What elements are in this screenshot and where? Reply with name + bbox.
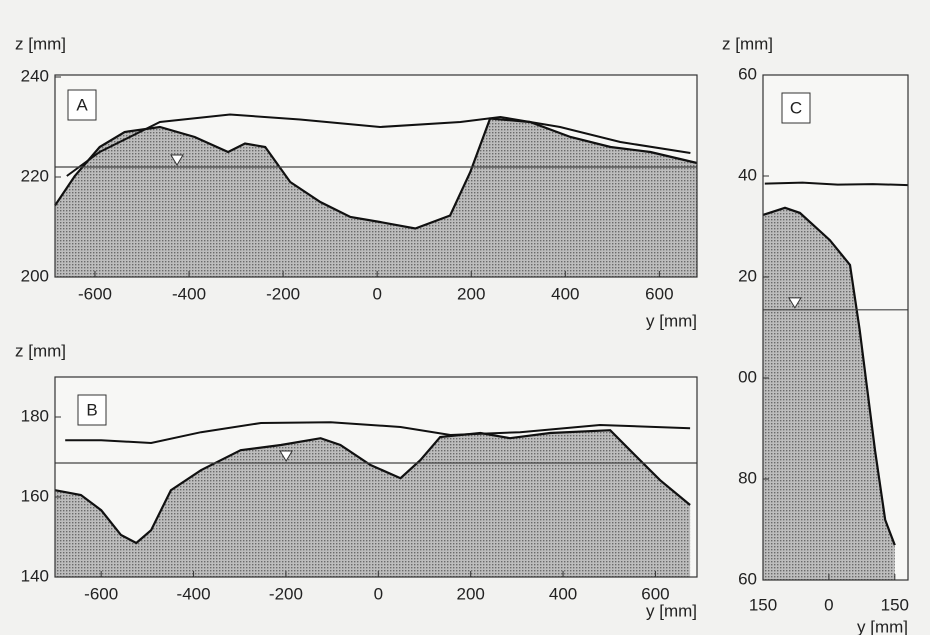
x-tick-label: -400 xyxy=(177,584,211,603)
y-tick-label: 20 xyxy=(738,266,757,285)
panel-box xyxy=(77,394,107,426)
x-tick-label: 0 xyxy=(824,595,833,614)
y-tick-label: 180 xyxy=(21,406,49,425)
y-tick-label: 240 xyxy=(21,66,49,85)
x-tick-label: 400 xyxy=(549,584,577,603)
x-axis-label: y [mm] xyxy=(646,311,697,330)
x-tick-label: 150 xyxy=(749,595,777,614)
surface-line xyxy=(66,113,691,177)
x-tick-label: 150 xyxy=(881,595,909,614)
x-tick-label: 600 xyxy=(645,284,673,303)
y-tick-label: 200 xyxy=(21,266,49,285)
bed-line xyxy=(54,117,698,230)
water-marker xyxy=(788,297,802,309)
y-axis-label: z [mm] xyxy=(722,34,773,53)
panel-box xyxy=(781,92,811,124)
plot-frame xyxy=(54,376,698,578)
bed-line xyxy=(54,429,691,545)
x-tick-label: 400 xyxy=(551,284,579,303)
x-tick-label: 600 xyxy=(641,584,669,603)
x-tick-label: -400 xyxy=(172,284,206,303)
bed-fill xyxy=(55,118,697,277)
plot-frame xyxy=(54,74,698,278)
panel-label: A xyxy=(76,95,88,114)
x-axis-label: y [mm] xyxy=(857,617,908,635)
bed-fill xyxy=(55,430,691,577)
water-marker xyxy=(170,154,184,166)
y-tick-label: 80 xyxy=(738,468,757,487)
y-tick-label: 40 xyxy=(738,165,757,184)
y-tick-label: 160 xyxy=(21,486,49,505)
panel-label: B xyxy=(86,400,97,419)
y-tick-label: 220 xyxy=(21,166,49,185)
y-tick-label: 60 xyxy=(738,64,757,83)
x-tick-label: -200 xyxy=(266,284,300,303)
plot-frame xyxy=(762,74,909,581)
bed-line xyxy=(762,206,896,546)
y-tick-label: 140 xyxy=(21,566,49,585)
y-tick-label: 60 xyxy=(738,569,757,588)
panel-label: C xyxy=(790,98,802,117)
x-tick-label: 200 xyxy=(457,284,485,303)
water-marker xyxy=(279,450,294,462)
y-axis-label: z [mm] xyxy=(15,341,66,360)
panel-box xyxy=(67,89,97,121)
x-tick-label: 0 xyxy=(372,284,381,303)
surface-line xyxy=(764,181,909,187)
surface-line xyxy=(65,421,691,445)
x-tick-label: -200 xyxy=(269,584,303,603)
y-axis-label: z [mm] xyxy=(15,34,66,53)
x-tick-label: 0 xyxy=(374,584,383,603)
x-tick-label: -600 xyxy=(84,584,118,603)
x-tick-label: -600 xyxy=(78,284,112,303)
x-axis-label: y [mm] xyxy=(646,601,697,620)
x-tick-label: 200 xyxy=(456,584,484,603)
y-tick-label: 00 xyxy=(738,367,757,386)
